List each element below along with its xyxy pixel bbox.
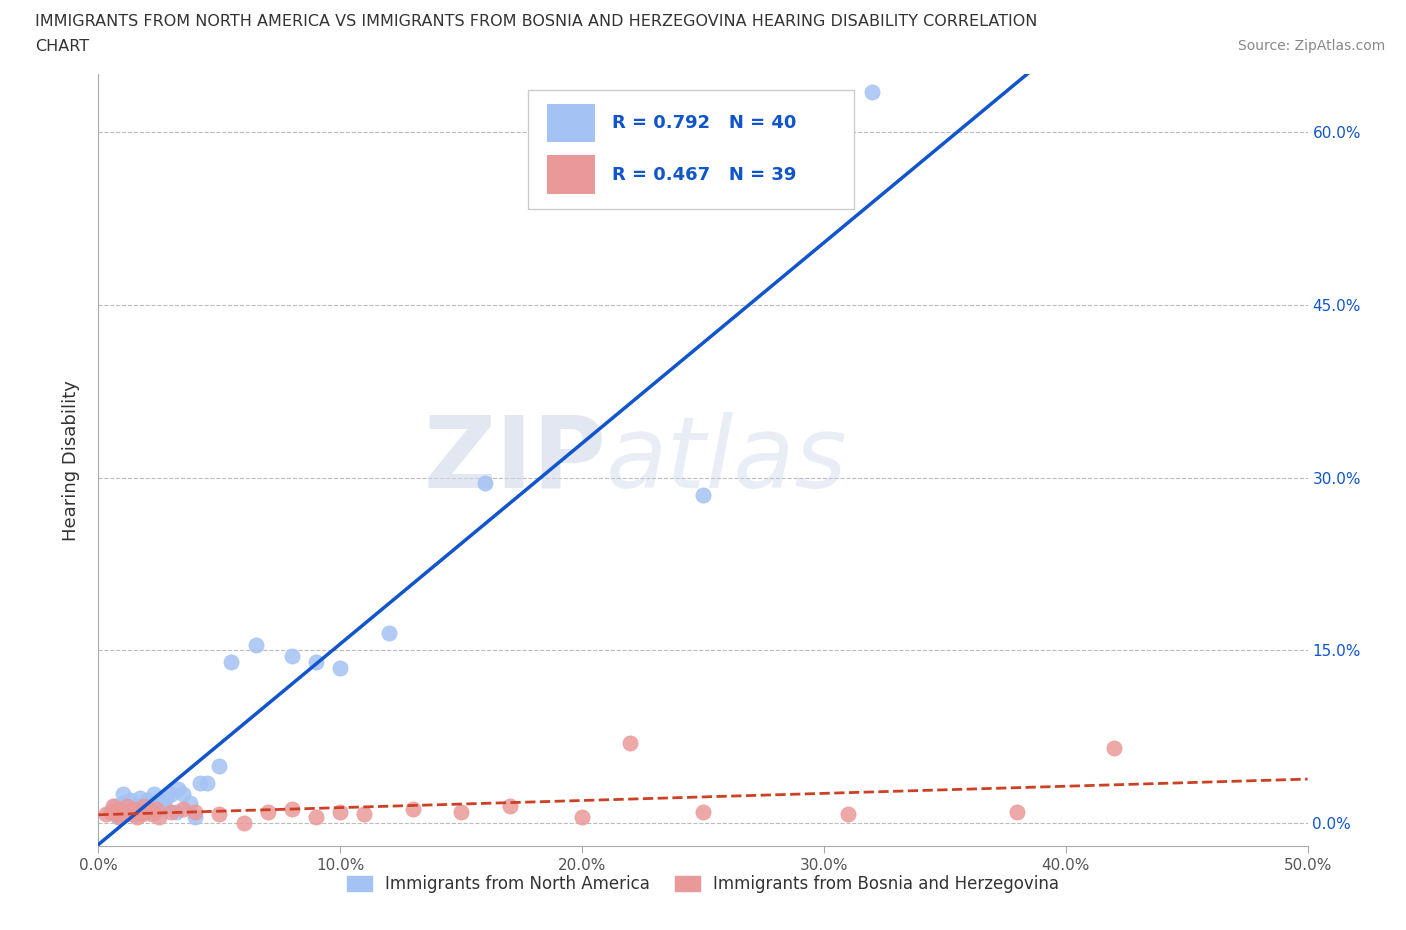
Point: [127, 810, 149, 825]
Point: [121, 806, 143, 821]
Point: [402, 802, 425, 817]
Point: [860, 85, 883, 100]
Point: [94, 806, 117, 821]
Point: [184, 804, 207, 819]
Point: [124, 802, 146, 817]
Point: [281, 802, 304, 817]
Point: [208, 806, 231, 821]
Point: [837, 806, 859, 821]
Text: CHART: CHART: [35, 39, 89, 54]
Point: [377, 626, 399, 641]
Text: R = 0.467   N = 39: R = 0.467 N = 39: [613, 166, 797, 184]
Point: [127, 799, 149, 814]
Point: [571, 810, 593, 825]
Point: [134, 795, 156, 810]
Point: [165, 804, 187, 819]
Point: [245, 637, 267, 652]
Point: [281, 649, 304, 664]
Point: [108, 802, 131, 817]
FancyBboxPatch shape: [547, 155, 595, 194]
Legend: Immigrants from North America, Immigrants from Bosnia and Herzegovina: Immigrants from North America, Immigrant…: [340, 869, 1066, 899]
Point: [143, 787, 166, 802]
Point: [179, 795, 201, 810]
Point: [107, 802, 129, 817]
Point: [172, 787, 194, 802]
Point: [104, 799, 127, 814]
Point: [232, 816, 254, 830]
Point: [329, 804, 352, 819]
Point: [188, 776, 211, 790]
Point: [124, 806, 146, 821]
Point: [353, 806, 375, 821]
Text: atlas: atlas: [606, 412, 848, 509]
Point: [104, 806, 127, 821]
Point: [141, 806, 163, 821]
Point: [148, 792, 170, 807]
Point: [101, 799, 124, 814]
Point: [135, 804, 157, 819]
Text: ZIP: ZIP: [423, 412, 606, 509]
Point: [1007, 804, 1029, 819]
Point: [117, 804, 139, 819]
Point: [498, 799, 520, 814]
Point: [145, 804, 167, 819]
Point: [150, 795, 173, 810]
Point: [221, 655, 243, 670]
Y-axis label: Hearing Disability: Hearing Disability: [62, 380, 80, 540]
Point: [160, 804, 183, 819]
Point: [256, 804, 278, 819]
Point: [305, 810, 328, 825]
Point: [474, 476, 496, 491]
Point: [155, 790, 177, 805]
Point: [117, 799, 139, 814]
Point: [305, 655, 328, 670]
Point: [128, 790, 150, 805]
Point: [692, 487, 714, 502]
Point: [111, 795, 134, 810]
Text: Source: ZipAtlas.com: Source: ZipAtlas.com: [1237, 39, 1385, 53]
Point: [450, 804, 472, 819]
Point: [195, 776, 218, 790]
Point: [619, 736, 641, 751]
Point: [134, 799, 156, 814]
Point: [208, 758, 231, 773]
Point: [100, 804, 122, 819]
FancyBboxPatch shape: [547, 104, 595, 142]
Point: [100, 804, 122, 819]
Point: [131, 806, 153, 821]
Point: [111, 804, 134, 819]
Point: [145, 802, 167, 817]
Point: [118, 804, 141, 819]
Point: [692, 804, 714, 819]
Point: [111, 787, 134, 802]
Point: [167, 781, 190, 796]
Point: [128, 804, 150, 819]
Point: [118, 792, 141, 807]
Point: [329, 660, 352, 675]
Point: [148, 810, 170, 825]
Point: [184, 810, 207, 825]
Text: IMMIGRANTS FROM NORTH AMERICA VS IMMIGRANTS FROM BOSNIA AND HERZEGOVINA HEARING : IMMIGRANTS FROM NORTH AMERICA VS IMMIGRA…: [35, 14, 1038, 29]
Text: R = 0.792   N = 40: R = 0.792 N = 40: [613, 114, 797, 132]
Point: [135, 802, 157, 817]
Point: [160, 787, 183, 802]
Point: [114, 806, 136, 821]
Point: [107, 810, 129, 825]
Point: [1102, 741, 1125, 756]
Point: [141, 799, 163, 814]
Point: [135, 792, 157, 807]
Point: [172, 802, 194, 817]
Point: [108, 810, 131, 825]
FancyBboxPatch shape: [527, 90, 855, 209]
Point: [131, 804, 153, 819]
Point: [152, 799, 174, 814]
